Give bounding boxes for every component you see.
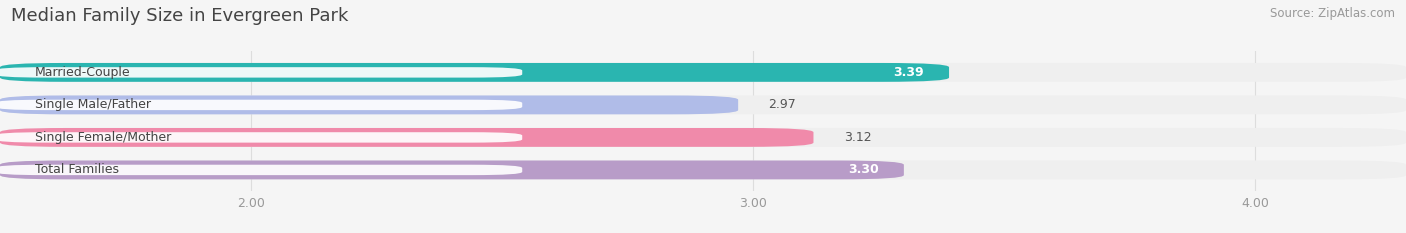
Text: 3.30: 3.30 — [848, 163, 879, 176]
FancyBboxPatch shape — [0, 161, 1406, 179]
FancyBboxPatch shape — [0, 128, 814, 147]
Text: Single Female/Mother: Single Female/Mother — [35, 131, 172, 144]
FancyBboxPatch shape — [0, 161, 904, 179]
FancyBboxPatch shape — [0, 63, 1406, 82]
Text: 2.97: 2.97 — [768, 98, 796, 111]
FancyBboxPatch shape — [0, 63, 949, 82]
Text: Married-Couple: Married-Couple — [35, 66, 131, 79]
Text: Total Families: Total Families — [35, 163, 120, 176]
FancyBboxPatch shape — [0, 96, 1406, 114]
FancyBboxPatch shape — [0, 100, 522, 110]
Text: 3.12: 3.12 — [844, 131, 872, 144]
Text: Single Male/Father: Single Male/Father — [35, 98, 152, 111]
Text: 3.39: 3.39 — [893, 66, 924, 79]
FancyBboxPatch shape — [0, 67, 522, 78]
FancyBboxPatch shape — [0, 96, 738, 114]
FancyBboxPatch shape — [0, 128, 1406, 147]
Text: Median Family Size in Evergreen Park: Median Family Size in Evergreen Park — [11, 7, 349, 25]
FancyBboxPatch shape — [0, 132, 522, 143]
Text: Source: ZipAtlas.com: Source: ZipAtlas.com — [1270, 7, 1395, 20]
FancyBboxPatch shape — [0, 165, 522, 175]
